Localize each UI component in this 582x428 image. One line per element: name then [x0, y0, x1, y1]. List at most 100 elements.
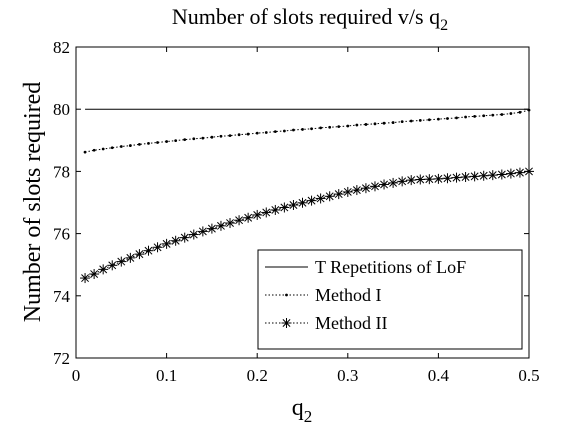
- data-point-method-1: [328, 125, 332, 129]
- data-point-method-2: [460, 172, 471, 182]
- data-point-method-2: [125, 252, 136, 263]
- axis-tick-labels: 0 0.1 0.2 0.3 0.4 0.5 72 74 76 78 80 82: [53, 38, 540, 385]
- y-tick-label: 80: [53, 100, 70, 119]
- data-point-method-1: [446, 117, 449, 120]
- data-point-method-1: [391, 121, 395, 124]
- data-point-method-1: [210, 135, 214, 139]
- y-tick-label: 76: [53, 225, 70, 244]
- data-point-method-2: [161, 238, 172, 249]
- data-point-method-2: [433, 173, 444, 184]
- data-point-method-1: [364, 123, 368, 126]
- chart-title-text: Number of slots required v/s q: [172, 4, 440, 29]
- data-point-method-2: [297, 197, 308, 208]
- x-tick-label: 0.3: [337, 366, 358, 385]
- y-tick-label: 82: [53, 38, 70, 57]
- data-point-method-1: [382, 121, 386, 125]
- data-point-method-2: [179, 232, 190, 243]
- data-point-method-2: [524, 166, 534, 177]
- data-point-method-2: [270, 204, 281, 215]
- data-point-method-2: [116, 256, 127, 267]
- data-point-method-2: [197, 226, 208, 237]
- data-point-method-2: [98, 264, 109, 275]
- data-point-method-2: [369, 181, 380, 192]
- data-point-method-1: [418, 118, 422, 122]
- data-point-method-2: [80, 273, 91, 284]
- data-point-method-2: [469, 171, 480, 182]
- data-point-method-2: [225, 218, 236, 229]
- data-point-method-2: [424, 174, 435, 185]
- data-point-method-1: [174, 139, 178, 143]
- data-point-method-2: [442, 173, 453, 184]
- data-point-method-1: [400, 120, 404, 124]
- data-point-method-1: [273, 130, 277, 133]
- data-point-method-2: [496, 169, 507, 180]
- data-point-method-2: [505, 168, 516, 179]
- data-point-method-1: [110, 146, 114, 150]
- data-point-method-2: [170, 235, 181, 246]
- data-point-method-2: [134, 249, 145, 260]
- x-tick-label: 0.5: [518, 366, 539, 385]
- data-point-method-1: [355, 123, 359, 127]
- data-point-method-1: [92, 148, 96, 152]
- data-point-method-1: [482, 114, 486, 118]
- data-point-method-1: [237, 133, 241, 137]
- data-point-method-2: [342, 186, 353, 197]
- data-point-method-1: [147, 142, 150, 145]
- data-point-method-1: [337, 125, 341, 129]
- data-point-method-1: [527, 108, 531, 112]
- y-tick-label: 74: [53, 287, 71, 306]
- y-tick-label: 78: [53, 162, 70, 181]
- data-point-method-2: [89, 269, 100, 280]
- data-point-method-1: [437, 117, 440, 121]
- data-point-method-2: [324, 191, 335, 202]
- data-point-method-2: [306, 195, 317, 206]
- data-point-method-2: [415, 174, 426, 185]
- data-point-method-2: [379, 179, 390, 190]
- legend-label-method-1: Method I: [315, 285, 382, 305]
- data-point-method-1: [301, 128, 304, 131]
- data-point-method-1: [500, 113, 504, 116]
- data-point-method-1: [83, 150, 87, 154]
- data-point-method-2: [188, 229, 199, 240]
- data-point-method-2: [406, 175, 417, 186]
- data-point-method-1: [138, 142, 141, 146]
- y-tick-label: 72: [53, 349, 70, 368]
- x-tick-label: 0.1: [156, 366, 177, 385]
- data-point-method-2: [234, 215, 245, 226]
- x-tick-label: 0.4: [428, 366, 450, 385]
- data-point-method-2: [243, 212, 254, 223]
- data-point-method-1: [165, 140, 169, 143]
- data-point-method-1: [128, 144, 132, 147]
- series-line-1: [84, 109, 530, 153]
- data-point-method-2: [206, 223, 217, 234]
- data-point-method-1: [409, 119, 413, 123]
- data-point-method-2: [388, 177, 399, 188]
- data-point-method-1: [319, 126, 323, 130]
- data-point-method-2: [397, 176, 408, 187]
- legend-label-lof: T Repetitions of LoF: [315, 257, 466, 277]
- data-point-method-2: [514, 167, 525, 178]
- data-point-method-1: [101, 147, 105, 151]
- data-point-method-1: [491, 113, 495, 117]
- data-point-method-1: [292, 128, 295, 132]
- data-point-method-2: [107, 260, 118, 271]
- legend-marker-method-2: [281, 318, 292, 328]
- data-point-method-1: [509, 112, 513, 115]
- data-point-method-2: [152, 242, 163, 253]
- legend-label-method-2: Method II: [315, 313, 387, 333]
- data-point-method-1: [473, 114, 477, 118]
- data-point-method-1: [373, 122, 377, 126]
- data-point-method-1: [455, 116, 458, 120]
- data-point-method-1: [427, 118, 431, 122]
- data-point-method-1: [119, 145, 123, 148]
- data-point-method-1: [183, 138, 187, 142]
- data-point-method-2: [143, 245, 154, 256]
- data-point-method-1: [310, 127, 313, 131]
- data-point-method-2: [252, 209, 263, 220]
- data-point-method-1: [228, 134, 232, 138]
- data-point-method-1: [201, 136, 205, 140]
- data-point-method-2: [279, 202, 290, 213]
- data-point-method-1: [246, 132, 250, 136]
- data-point-method-2: [451, 172, 462, 183]
- data-point-method-2: [360, 183, 371, 194]
